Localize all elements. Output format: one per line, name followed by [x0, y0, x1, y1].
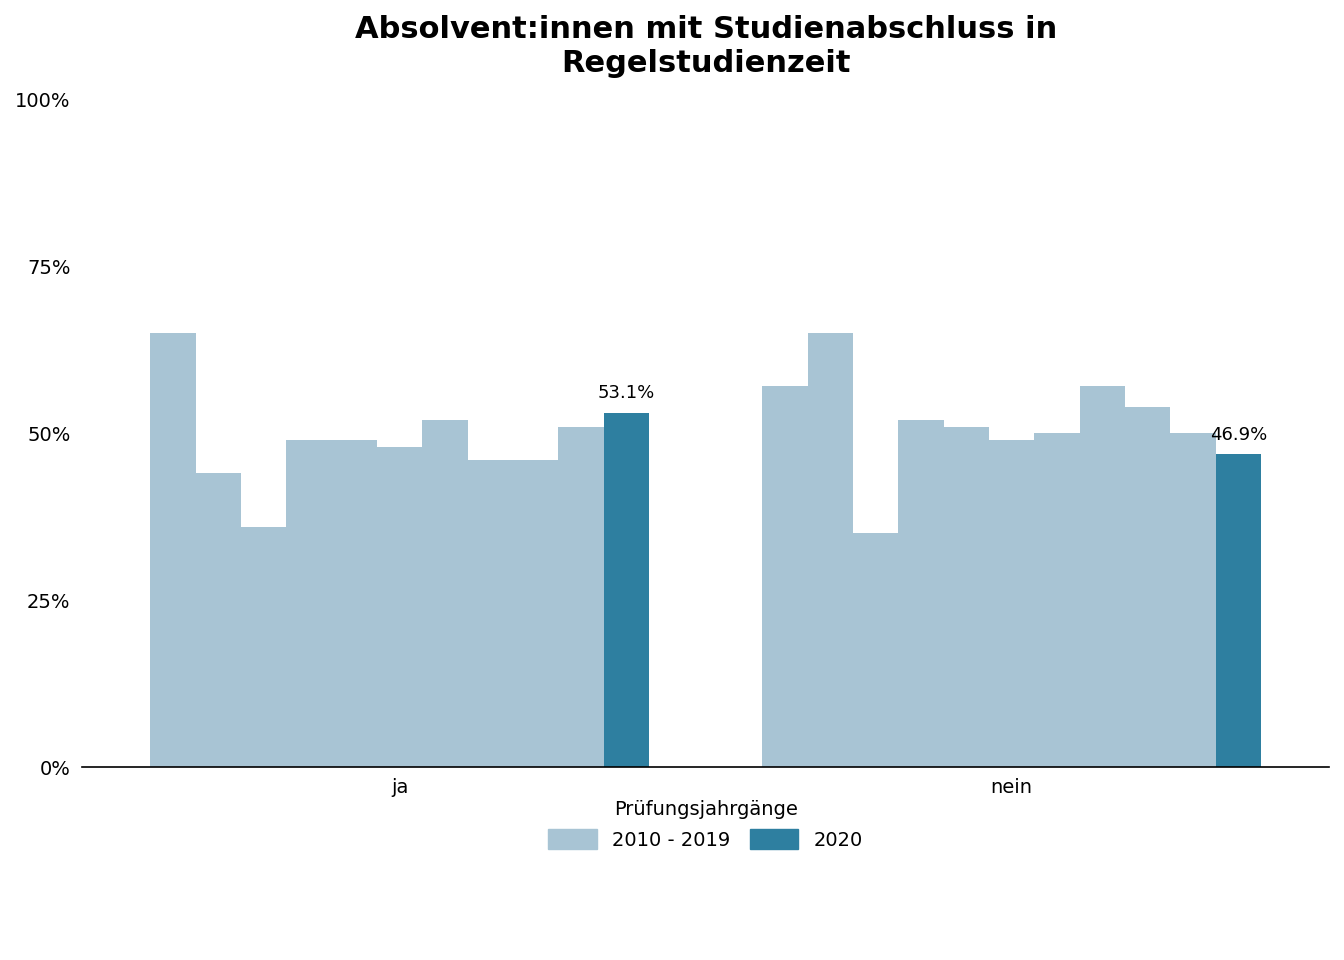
Text: 46.9%: 46.9%	[1210, 426, 1267, 444]
Text: 53.1%: 53.1%	[598, 385, 655, 402]
Bar	[1125, 406, 1171, 767]
Bar	[1171, 433, 1216, 767]
Bar	[151, 333, 196, 767]
Bar	[1035, 433, 1079, 767]
Bar	[241, 527, 286, 767]
Bar	[603, 413, 649, 767]
Bar	[468, 460, 513, 767]
Bar	[422, 420, 468, 767]
Legend: 2010 - 2019, 2020: 2010 - 2019, 2020	[540, 793, 871, 857]
Bar	[513, 460, 558, 767]
Bar	[196, 473, 241, 767]
Bar	[808, 333, 853, 767]
Bar	[762, 387, 808, 767]
Bar	[989, 440, 1035, 767]
Bar	[1079, 387, 1125, 767]
Bar	[558, 426, 603, 767]
Title: Absolvent:innen mit Studienabschluss in
Regelstudienzeit: Absolvent:innen mit Studienabschluss in …	[355, 15, 1056, 78]
Bar	[286, 440, 332, 767]
Bar	[943, 426, 989, 767]
Bar	[853, 534, 898, 767]
Bar	[898, 420, 943, 767]
Bar	[1216, 454, 1261, 767]
Bar	[376, 446, 422, 767]
Bar	[332, 440, 376, 767]
